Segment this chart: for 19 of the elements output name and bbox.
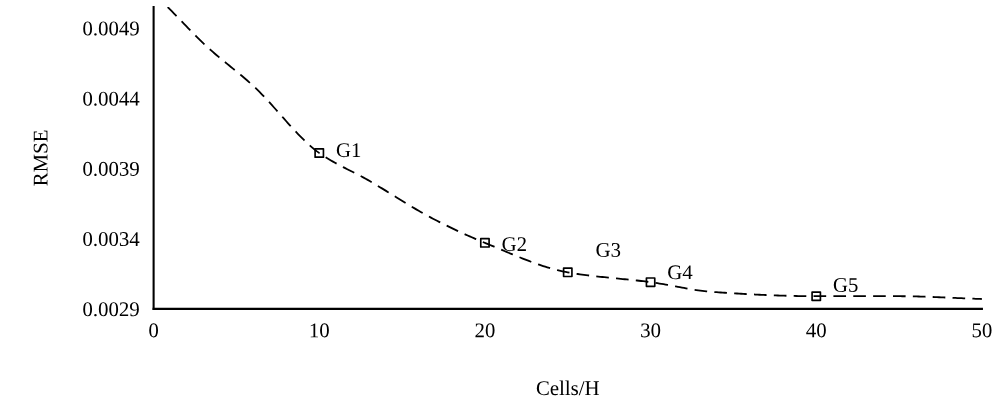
y-tick-label: 0.0044 xyxy=(83,91,140,106)
point xyxy=(645,277,656,288)
annotation: G3 xyxy=(596,243,621,257)
x-tick-label: 50 xyxy=(972,323,992,338)
y-tick-label: 0.0039 xyxy=(83,161,139,176)
annotation: G5 xyxy=(833,277,858,292)
x-tick-label: 20 xyxy=(475,323,495,338)
x-tick-label: 10 xyxy=(310,323,329,338)
y-tick-label: 0.0034 xyxy=(83,232,140,247)
y-tick-label: 0.0049 xyxy=(83,21,139,36)
x-tick-label: 40 xyxy=(806,323,826,338)
annotation: G4 xyxy=(668,265,693,280)
annotation: G1 xyxy=(336,143,361,158)
x-tick-label: 30 xyxy=(641,323,661,338)
y-axis-title: RMSE xyxy=(33,130,48,186)
x-axis-title: Cells/H xyxy=(536,380,599,396)
x-tick-label: 0 xyxy=(149,323,159,338)
y-tick-label: 0.0029 xyxy=(83,302,139,317)
annotation: G2 xyxy=(502,237,526,252)
